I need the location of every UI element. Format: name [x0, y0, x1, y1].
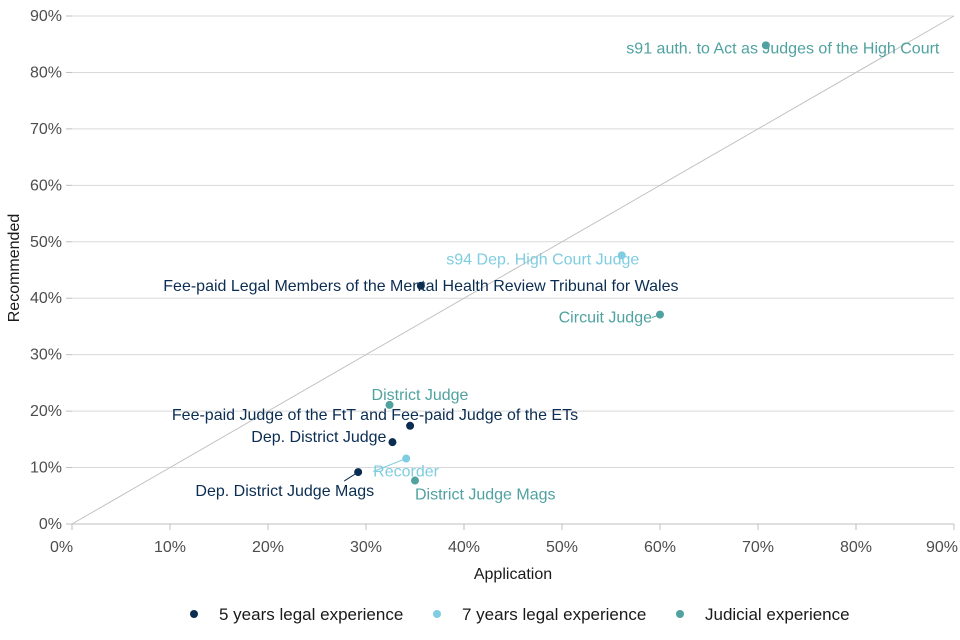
y-tick-label: 50%	[30, 234, 62, 251]
point-label: Fee-paid Judge of the FtT and Fee-paid J…	[172, 407, 578, 424]
point-label: Recorder	[373, 464, 439, 481]
y-tick-label: 90%	[30, 8, 62, 25]
data-points	[354, 41, 770, 485]
data-point	[761, 41, 770, 50]
x-tick-label: 20%	[252, 539, 284, 556]
x-tick-label: 60%	[644, 539, 676, 556]
reference-line-y-equals-x	[71, 15, 955, 525]
axes: 0% 10% 20% 30% 40% 50% 60% 70% 80% 90% 0% 10% 20% 30%…	[30, 8, 958, 556]
data-point	[656, 310, 664, 319]
x-tick-label: 80%	[840, 539, 872, 556]
x-tick-label: 10%	[154, 539, 186, 556]
data-point	[385, 400, 394, 409]
x-tick-label: 90%	[926, 539, 958, 556]
legend-label: Judicial experience	[705, 605, 850, 624]
point-label: Dep. District Judge Mags	[195, 483, 374, 500]
y-tick-label: 70%	[30, 121, 62, 138]
data-point	[416, 281, 425, 290]
point-labels: Fee-paid Legal Members of the Mental Hea…	[163, 40, 940, 503]
y-tick-label: 10%	[30, 460, 62, 477]
data-point	[617, 251, 626, 260]
point-label: Circuit Judge	[559, 310, 652, 327]
x-tick-label: 30%	[350, 539, 382, 556]
legend-label: 5 years legal experience	[219, 605, 403, 624]
gridlines	[72, 15, 954, 525]
data-point	[406, 421, 415, 430]
data-point	[388, 438, 397, 447]
x-tick-label: 40%	[448, 539, 480, 556]
label-leader-line	[372, 458, 407, 472]
legend-marker	[190, 610, 198, 618]
y-tick-label: 0%	[39, 516, 62, 533]
data-point	[354, 468, 363, 477]
y-tick-label: 80%	[30, 64, 62, 81]
y-tick-label: 60%	[30, 177, 62, 194]
data-point	[411, 476, 419, 485]
point-label: Dep. District Judge	[251, 429, 386, 446]
x-tick-label: 0%	[50, 539, 73, 556]
x-tick-label: 50%	[546, 539, 578, 556]
y-tick-label: 30%	[30, 347, 62, 364]
point-label: s91 auth. to Act as Judges of the High C…	[626, 40, 940, 57]
x-axis-title: Application	[474, 566, 552, 583]
point-label: Fee-paid Legal Members of the Mental Hea…	[163, 278, 678, 295]
data-point	[402, 454, 411, 463]
legend-marker	[433, 610, 441, 618]
y-axis-title: Recommended	[6, 214, 23, 323]
legend: 5 years legal experience 7 years legal ex…	[190, 605, 850, 624]
legend-marker	[676, 610, 684, 618]
point-label: s94 Dep. High Court Judge	[446, 251, 639, 268]
point-label: District Judge	[372, 387, 469, 404]
y-tick-label: 20%	[30, 403, 62, 420]
x-tick-label: 70%	[742, 539, 774, 556]
point-label: District Judge Mags	[415, 487, 556, 504]
y-tick-label: 40%	[30, 290, 62, 307]
legend-label: 7 years legal experience	[462, 605, 646, 624]
